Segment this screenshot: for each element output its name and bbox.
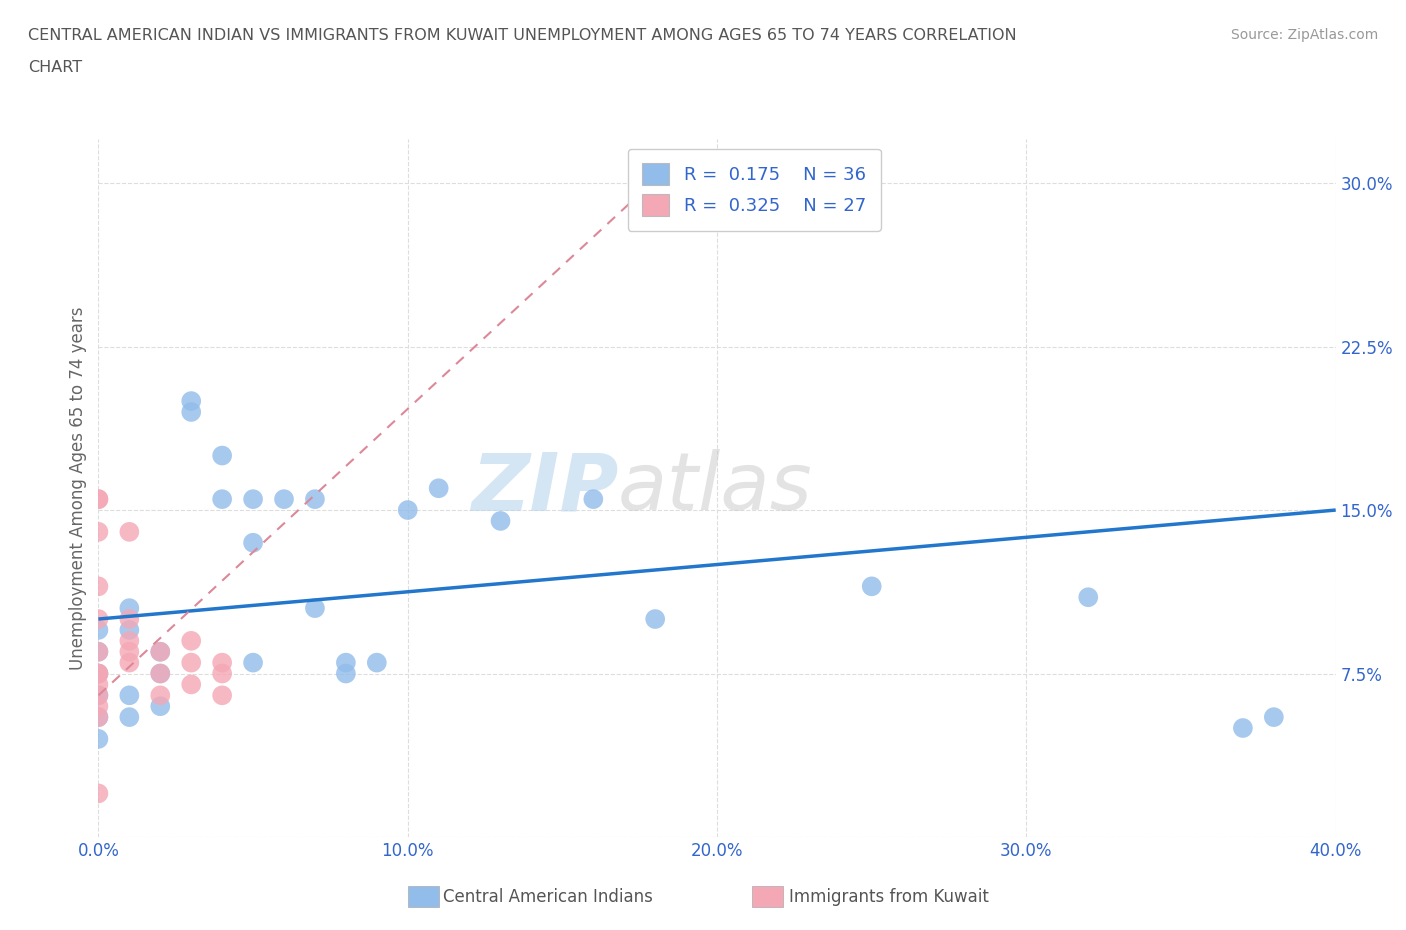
- Point: [87, 612, 110, 627]
- Point: [87, 688, 110, 703]
- Text: Central American Indians: Central American Indians: [443, 887, 652, 906]
- Point: [118, 644, 141, 659]
- Point: [149, 688, 172, 703]
- Point: [644, 612, 666, 627]
- Point: [149, 644, 172, 659]
- Point: [1232, 721, 1254, 736]
- Point: [87, 666, 110, 681]
- Point: [87, 492, 110, 507]
- Point: [180, 655, 202, 670]
- Text: CENTRAL AMERICAN INDIAN VS IMMIGRANTS FROM KUWAIT UNEMPLOYMENT AMONG AGES 65 TO : CENTRAL AMERICAN INDIAN VS IMMIGRANTS FR…: [28, 28, 1017, 43]
- Text: CHART: CHART: [28, 60, 82, 75]
- Point: [211, 666, 233, 681]
- Point: [304, 492, 326, 507]
- Point: [211, 492, 233, 507]
- Point: [87, 698, 110, 713]
- Point: [396, 502, 419, 517]
- Point: [149, 698, 172, 713]
- Point: [1077, 590, 1099, 604]
- Point: [87, 786, 110, 801]
- Point: [87, 578, 110, 593]
- Point: [118, 688, 141, 703]
- Point: [118, 525, 141, 539]
- Point: [211, 655, 233, 670]
- Point: [860, 578, 883, 593]
- Point: [87, 644, 110, 659]
- Point: [118, 622, 141, 637]
- Point: [118, 710, 141, 724]
- Text: Immigrants from Kuwait: Immigrants from Kuwait: [789, 887, 988, 906]
- Point: [427, 481, 450, 496]
- Point: [87, 492, 110, 507]
- Point: [335, 666, 357, 681]
- Point: [335, 655, 357, 670]
- Point: [180, 405, 202, 419]
- Point: [242, 492, 264, 507]
- Point: [118, 633, 141, 648]
- Point: [180, 393, 202, 408]
- Point: [737, 176, 759, 191]
- Point: [87, 688, 110, 703]
- Point: [87, 666, 110, 681]
- Point: [118, 612, 141, 627]
- Point: [87, 622, 110, 637]
- Point: [242, 536, 264, 551]
- Text: Source: ZipAtlas.com: Source: ZipAtlas.com: [1230, 28, 1378, 42]
- Point: [149, 666, 172, 681]
- Point: [582, 492, 605, 507]
- Point: [242, 655, 264, 670]
- Point: [149, 644, 172, 659]
- Point: [211, 688, 233, 703]
- Point: [180, 633, 202, 648]
- Point: [211, 448, 233, 463]
- Point: [1263, 710, 1285, 724]
- Point: [87, 710, 110, 724]
- Point: [118, 601, 141, 616]
- Y-axis label: Unemployment Among Ages 65 to 74 years: Unemployment Among Ages 65 to 74 years: [69, 307, 87, 670]
- Point: [304, 601, 326, 616]
- Point: [180, 677, 202, 692]
- Point: [87, 677, 110, 692]
- Point: [87, 732, 110, 747]
- Point: [87, 666, 110, 681]
- Point: [366, 655, 388, 670]
- Point: [87, 710, 110, 724]
- Point: [149, 666, 172, 681]
- Legend: R =  0.175    N = 36, R =  0.325    N = 27: R = 0.175 N = 36, R = 0.325 N = 27: [628, 149, 880, 231]
- Point: [489, 513, 512, 528]
- Point: [87, 525, 110, 539]
- Point: [87, 644, 110, 659]
- Text: atlas: atlas: [619, 449, 813, 527]
- Text: ZIP: ZIP: [471, 449, 619, 527]
- Point: [273, 492, 295, 507]
- Point: [118, 655, 141, 670]
